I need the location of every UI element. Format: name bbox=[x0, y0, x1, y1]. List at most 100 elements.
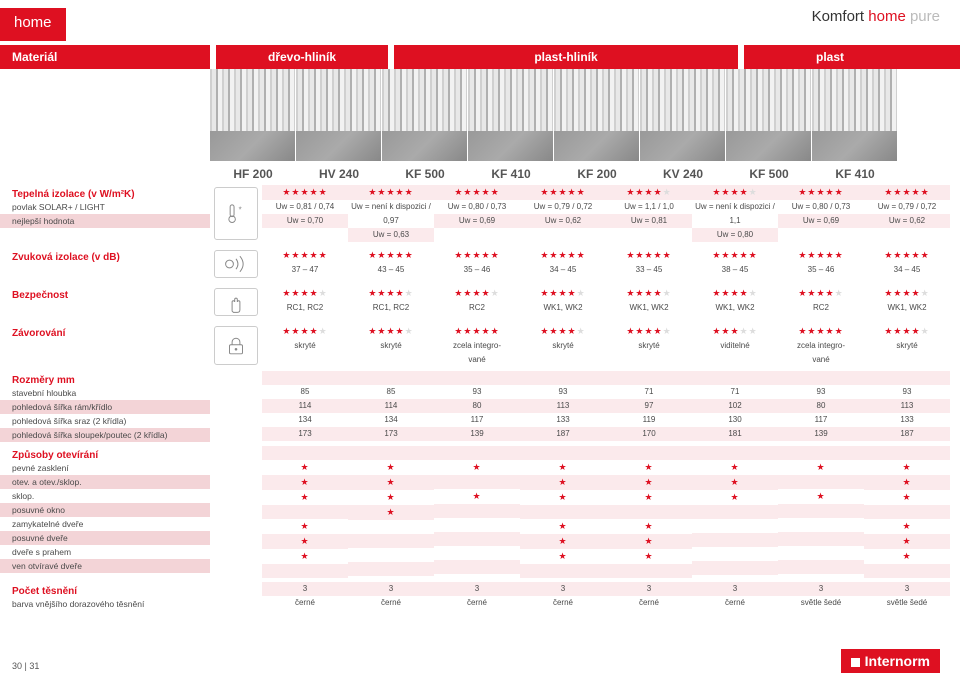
cell bbox=[434, 560, 520, 574]
product-thumb bbox=[640, 69, 726, 161]
cell bbox=[692, 446, 778, 460]
cell: ★ bbox=[262, 519, 348, 534]
cell: černé bbox=[606, 596, 692, 610]
data-column: 9380117139 bbox=[434, 371, 520, 442]
row-label: pohledová šířka sraz (2 křídla) bbox=[0, 414, 210, 428]
cell: ★★★★★ bbox=[262, 286, 348, 301]
cell: ★ bbox=[606, 475, 692, 490]
cell bbox=[864, 446, 950, 460]
cell: ★★★★★ bbox=[348, 248, 434, 263]
cell bbox=[864, 505, 950, 519]
cell: 187 bbox=[520, 427, 606, 441]
cell bbox=[262, 446, 348, 460]
cell: Uw = 1,1 / 1,0 bbox=[606, 200, 692, 214]
row-label: dveře s prahem bbox=[0, 545, 210, 559]
cell bbox=[348, 562, 434, 576]
cell: Uw = 0,62 bbox=[864, 214, 950, 228]
cell: ★★★★★ bbox=[348, 324, 434, 339]
data-column: ★★★★★WK1, WK2 bbox=[692, 286, 778, 318]
cell bbox=[348, 548, 434, 562]
data-column: ★★★ bbox=[692, 446, 778, 578]
locking-title: Závorování bbox=[0, 324, 210, 339]
cell: zcela integro-vané bbox=[434, 339, 520, 367]
data-column: ★★★★★skryté bbox=[520, 324, 606, 367]
product-thumb bbox=[554, 69, 640, 161]
data-column: ★★★★★zcela integro-vané bbox=[434, 324, 520, 367]
thermal-section: Tepelná izolace (v W/m²K) povlak SOLAR+ … bbox=[0, 185, 960, 242]
cell: ★ bbox=[520, 549, 606, 564]
data-column: 85114134173 bbox=[348, 371, 434, 442]
cell: 173 bbox=[348, 427, 434, 441]
cell: 3 bbox=[348, 582, 434, 596]
opening-title: Způsoby otevírání bbox=[0, 446, 210, 461]
sound-title: Zvuková izolace (v dB) bbox=[0, 248, 210, 263]
cell bbox=[778, 446, 864, 460]
data-column: ★★★★★WK1, WK2 bbox=[520, 286, 606, 318]
sound-section: Zvuková izolace (v dB) ★★★★★37 – 47★★★★★… bbox=[0, 248, 960, 280]
cell: ★ bbox=[606, 519, 692, 534]
cell: ★★★★★ bbox=[262, 324, 348, 339]
cell: ★ bbox=[520, 475, 606, 490]
row-label: zamykatelné dveře bbox=[0, 517, 210, 531]
cell: 38 – 45 bbox=[692, 263, 778, 277]
row-label: otev. a otev./sklop. bbox=[0, 475, 210, 489]
data-column: ★ ★ bbox=[778, 446, 864, 578]
cell: 85 bbox=[348, 385, 434, 399]
svg-text:*: * bbox=[239, 205, 242, 214]
model-name: KF 410 bbox=[468, 167, 554, 181]
data-column: ★★★★★WK1, WK2 bbox=[864, 286, 950, 318]
model-name: KF 410 bbox=[812, 167, 898, 181]
cell: 34 – 45 bbox=[864, 263, 950, 277]
data-column: ★★★ ★★★ bbox=[520, 446, 606, 578]
security-title: Bezpečnost bbox=[0, 286, 210, 301]
cell: ★ bbox=[864, 549, 950, 564]
cell bbox=[262, 505, 348, 519]
cell: ★★★★★ bbox=[692, 286, 778, 301]
cell: 43 – 45 bbox=[348, 263, 434, 277]
row-label: povlak SOLAR+ / LIGHT bbox=[0, 200, 210, 214]
data-column: 3světle šedé bbox=[778, 582, 864, 611]
cell: černé bbox=[520, 596, 606, 610]
data-column: ★★★★★zcela integro-vané bbox=[778, 324, 864, 367]
cell: 93 bbox=[434, 385, 520, 399]
cell: 139 bbox=[434, 427, 520, 441]
cell: 134 bbox=[348, 413, 434, 427]
cell bbox=[778, 371, 864, 385]
cell bbox=[520, 371, 606, 385]
cell: 134 bbox=[262, 413, 348, 427]
data-column: ★★★★★Uw = 0,80 / 0,73Uw = 0,69 bbox=[434, 185, 520, 242]
data-column: 93113133187 bbox=[520, 371, 606, 442]
cell: ★ bbox=[434, 460, 520, 475]
data-column: 71102130181 bbox=[692, 371, 778, 442]
cell: 3 bbox=[434, 582, 520, 596]
row-label: barva vnějšího dorazového těsnění bbox=[0, 597, 210, 611]
model-header-row: HF 200 HV 240 KF 500 KF 410 KF 200 KV 24… bbox=[0, 161, 960, 185]
cell: světle šedé bbox=[864, 596, 950, 610]
product-thumb bbox=[812, 69, 898, 161]
top-bar: home Komfort home pure bbox=[0, 0, 960, 45]
data-column: 7197119170 bbox=[606, 371, 692, 442]
row-label: pohledová šířka sloupek/poutec (2 křídla… bbox=[0, 428, 210, 442]
data-column: ★★★★★38 – 45 bbox=[692, 248, 778, 280]
cell: Uw = 0,79 / 0,72 bbox=[864, 200, 950, 214]
internorm-logo: Internorm bbox=[841, 649, 940, 673]
cell: ★ bbox=[778, 460, 864, 475]
cell: ★ bbox=[606, 549, 692, 564]
cell: 3 bbox=[864, 582, 950, 596]
cell: Uw = 0,70 bbox=[262, 214, 348, 228]
cell: ★ bbox=[262, 534, 348, 549]
cell: Uw = 0,81 bbox=[606, 214, 692, 228]
cell: ★ bbox=[348, 490, 434, 505]
cell: ★ bbox=[520, 519, 606, 534]
cell bbox=[348, 371, 434, 385]
cell: ★★★★★ bbox=[864, 286, 950, 301]
cell bbox=[692, 533, 778, 547]
cell: 114 bbox=[348, 399, 434, 413]
cell: ★ bbox=[864, 460, 950, 475]
cell bbox=[262, 564, 348, 578]
cell: Uw = 0,80 / 0,73 bbox=[778, 200, 864, 214]
cell: ★ bbox=[864, 475, 950, 490]
cell: 3 bbox=[520, 582, 606, 596]
cell: ★ bbox=[348, 505, 434, 520]
product-thumb bbox=[468, 69, 554, 161]
